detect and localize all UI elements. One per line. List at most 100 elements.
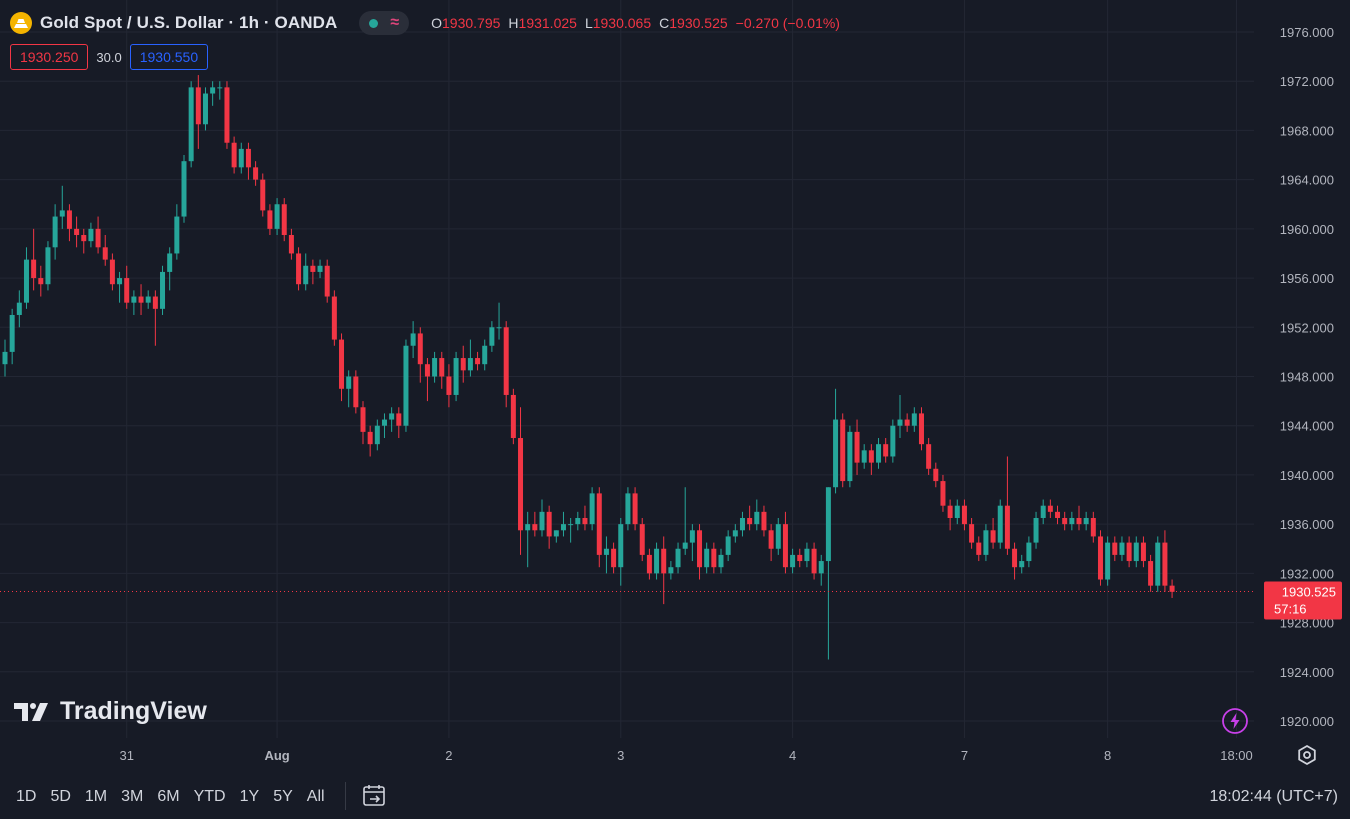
candle-up (9, 314, 15, 352)
candle-up (682, 542, 688, 549)
candle-down (439, 358, 445, 377)
candle-down (926, 444, 932, 469)
candle-up (568, 524, 574, 526)
candle-up (575, 517, 581, 525)
candle-up (876, 444, 882, 463)
candle-up (1040, 505, 1046, 518)
candle-down (632, 493, 638, 525)
candle-up (381, 419, 387, 426)
y-axis-label: 1948.000 (1280, 370, 1334, 385)
candle-down (1140, 542, 1146, 562)
candle-up (739, 517, 745, 531)
candle-down (582, 517, 588, 525)
x-axis-label: 18:00 (1220, 748, 1253, 763)
candle-down (367, 431, 373, 445)
ohlc-low: L1930.065 (584, 15, 652, 31)
market-status-pill[interactable]: ≈ (359, 11, 410, 35)
candle-down (940, 481, 946, 506)
candle-down (267, 210, 273, 229)
candle-up (346, 376, 352, 389)
range-tab-1d[interactable]: 1D (16, 788, 37, 805)
flash-icon[interactable] (1221, 707, 1249, 735)
candle-down (38, 278, 44, 285)
candle-up (525, 524, 531, 531)
buy-price-button[interactable]: 1930.550 (129, 44, 209, 70)
candle-down (1169, 585, 1175, 592)
candle-down (904, 419, 910, 426)
tradingview-logo[interactable]: TradingView (14, 697, 207, 726)
candle-down (424, 364, 430, 377)
candle-down (310, 265, 316, 272)
x-axis-label: 7 (961, 748, 968, 763)
candle-up (496, 327, 502, 329)
candle-down (947, 505, 953, 518)
quote-row: 1930.250 30.0 1930.550 (10, 44, 209, 70)
candle-up (23, 259, 29, 303)
candle-down (546, 511, 552, 537)
candle-up (432, 358, 438, 377)
y-axis-label: 1976.000 (1280, 25, 1334, 40)
candle-up (274, 204, 280, 229)
candle-down (1004, 505, 1010, 549)
go-to-date-icon[interactable] (362, 783, 388, 809)
candle-down (510, 394, 516, 439)
candle-up (833, 419, 839, 488)
candle-up (825, 487, 831, 562)
gold-symbol-icon (10, 12, 32, 34)
candle-up (954, 505, 960, 518)
candle-up (117, 278, 123, 285)
candle-up (897, 419, 903, 426)
tradingview-logo-icon (14, 702, 48, 721)
range-tab-1m[interactable]: 1M (84, 788, 108, 805)
symbol-title[interactable]: Gold Spot / U.S. Dollar · 1h · OANDA (40, 13, 338, 32)
last-price-badge[interactable] (1264, 581, 1342, 620)
candle-down (747, 517, 753, 525)
plot-area[interactable] (0, 0, 1254, 738)
clock-timezone[interactable]: 18:02:44 (UTC+7) (1209, 788, 1338, 805)
candle-up (1019, 561, 1025, 568)
range-tab-1y[interactable]: 1Y (239, 788, 260, 805)
candle-down (918, 413, 924, 445)
candle-down (138, 296, 144, 303)
range-tab-5d[interactable]: 5D (50, 788, 71, 805)
candle-down (797, 554, 803, 562)
spread-value: 30.0 (96, 49, 122, 65)
gear-icon[interactable] (1296, 744, 1318, 766)
candle-down (883, 444, 889, 457)
candle-down (1047, 505, 1053, 512)
candle-up (539, 511, 545, 531)
candle-up (1105, 542, 1111, 580)
candle-up (1133, 542, 1139, 562)
candle-down (253, 167, 259, 180)
candle-up (725, 536, 731, 555)
candle-up (59, 210, 65, 217)
range-tab-3m[interactable]: 3M (121, 788, 144, 805)
range-tab-6m[interactable]: 6M (157, 788, 180, 805)
candle-up (890, 425, 896, 457)
candle-up (553, 530, 559, 537)
candle-up (689, 530, 695, 543)
sell-price-button[interactable]: 1930.250 (10, 44, 89, 70)
candle-up (188, 87, 194, 162)
candle-up (911, 413, 917, 426)
candle-down (990, 530, 996, 543)
candle-down (353, 376, 359, 408)
candle-down (768, 530, 774, 549)
candle-down (109, 259, 115, 285)
candle-down (532, 524, 538, 531)
y-axis-label: 1940.000 (1280, 468, 1334, 483)
candle-down (1012, 548, 1018, 568)
range-tab-all[interactable]: All (306, 788, 325, 805)
candle-up (1119, 542, 1125, 555)
candle-down (31, 259, 37, 279)
candle-down (446, 376, 452, 395)
candle-down (417, 333, 423, 365)
range-tab-5y[interactable]: 5Y (273, 788, 293, 805)
ohlc-readout: O1930.795 H1931.025 L1930.065 C1930.525 … (431, 15, 840, 31)
x-axis-label: 8 (1104, 748, 1111, 763)
candle-down (475, 358, 481, 365)
candle-up (603, 548, 609, 555)
candle-down (1112, 542, 1118, 555)
range-tab-ytd[interactable]: YTD (193, 788, 226, 805)
